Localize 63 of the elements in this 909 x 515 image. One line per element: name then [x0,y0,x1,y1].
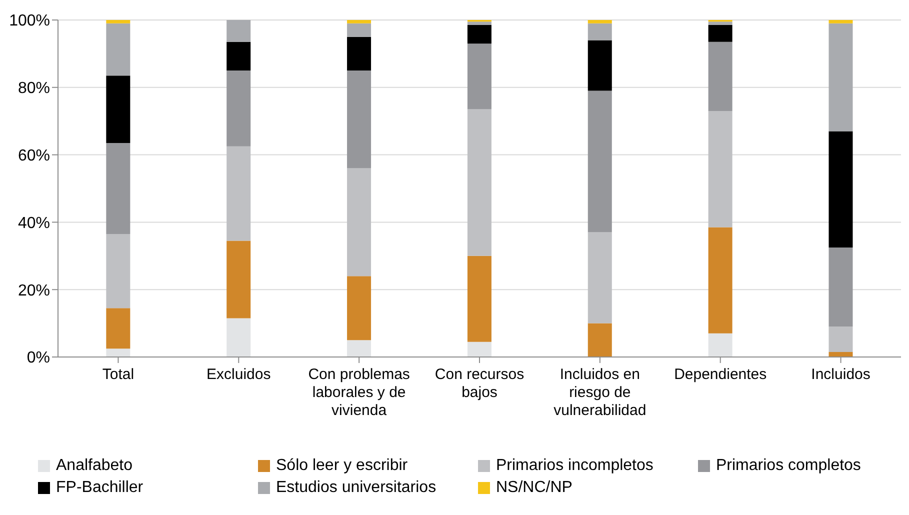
bar [588,232,612,324]
x-tick-label: Dependientes [674,366,767,383]
legend-label: NS/NC/NP [496,479,572,497]
bar [226,240,251,318]
bar [708,25,732,42]
x-tick-label: Incluidos en riesgo de vulnerabilidad [554,366,646,419]
bar [588,40,612,91]
bar [347,36,372,71]
bar [828,326,853,352]
bar [347,168,372,276]
bar [708,42,732,111]
bar [226,42,251,71]
legend-label: Primarios completos [716,457,861,475]
bar [347,20,372,24]
bar [226,146,251,241]
legend-label: Analfabeto [56,457,133,475]
legend-label: Sólo leer y escribir [276,457,408,475]
bar [106,76,130,144]
bar [106,143,130,234]
bar [347,276,372,340]
bar [828,23,853,132]
y-tick-label: 20% [18,282,50,300]
legend-label: Estudios universitarios [276,479,436,497]
bar [467,25,492,44]
bar [708,333,732,357]
x-tick-label: Incluidos [811,366,870,383]
x-tick-label: Con recursos bajos [434,366,524,401]
bar [467,44,492,110]
x-tick-label: Con problemas laborales y de vivienda [308,366,410,419]
bar [347,70,372,168]
bar [106,308,130,349]
bar [106,348,130,357]
bar [226,70,251,146]
y-tick-label: 60% [18,147,50,164]
bar [828,247,853,327]
bar [467,109,492,256]
bar [347,23,372,37]
legend-label: FP-Bachiller [56,479,144,497]
bar [828,131,853,248]
bar [467,22,492,26]
bar [226,20,251,42]
bar [467,342,492,357]
bar [106,20,130,24]
x-tick-label: Excluidos [206,366,271,383]
bar [588,23,612,40]
bar [588,323,612,357]
bar [106,234,130,308]
bar [588,90,612,232]
bar [226,318,251,357]
y-tick-label: 100% [9,12,50,30]
y-tick-label: 80% [18,80,50,98]
bar [828,20,853,24]
bar [106,23,130,76]
legend-label: Primarios incompletos [496,457,654,475]
bar [708,110,732,228]
x-tick-label: Total [102,366,134,383]
bar [467,256,492,342]
bar [708,22,732,26]
bar [588,20,612,24]
bar [708,227,732,334]
bar [347,340,372,357]
y-tick-label: 40% [18,214,50,232]
y-tick-label: 0% [26,350,50,367]
